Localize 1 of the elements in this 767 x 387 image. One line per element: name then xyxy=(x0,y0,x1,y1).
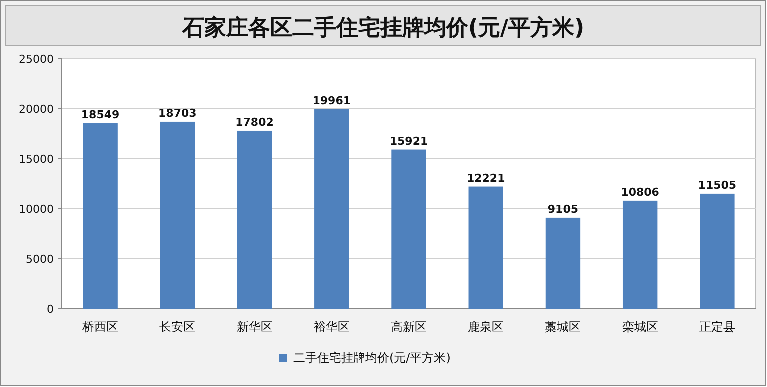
title: 石家庄各区二手住宅挂牌均价(元/平方米) xyxy=(182,16,585,41)
